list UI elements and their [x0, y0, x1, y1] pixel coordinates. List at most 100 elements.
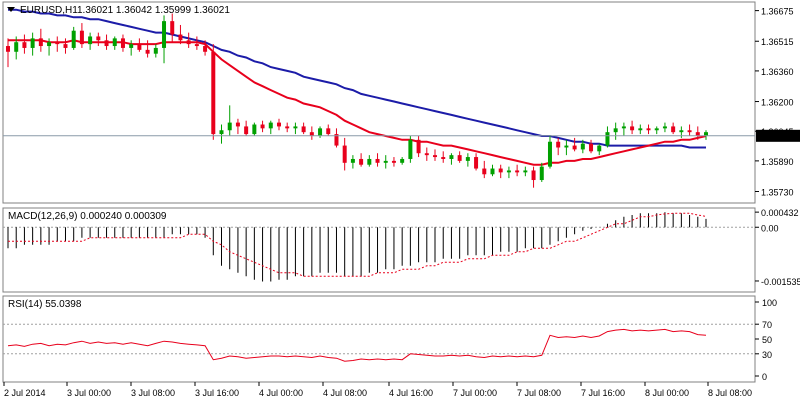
candle-body [687, 130, 692, 133]
macd-axis: 0.000432 0.00 -0.001535 [755, 208, 800, 287]
candle-body [638, 128, 643, 131]
candle-body [564, 145, 569, 148]
candle-body [654, 128, 659, 131]
rsi-tick-label: 0 [762, 372, 767, 382]
time-tick-label: 7 Jul 16:00 [581, 388, 625, 398]
candle-body [268, 122, 273, 129]
rsi-levels [3, 323, 755, 355]
candle-body [293, 126, 298, 129]
candle-body [71, 30, 76, 48]
candle-body [391, 160, 396, 163]
candle-body [465, 157, 470, 161]
candle-body [14, 42, 19, 52]
candle-body [129, 44, 134, 48]
candle-body [474, 157, 479, 169]
candle-body [482, 168, 487, 175]
candle-body [679, 130, 684, 133]
rsi-panel: 100 70 50 30 0 RSI(14) 55.0398 [2, 295, 777, 383]
candle-body [490, 168, 495, 175]
candle-body [170, 21, 175, 35]
macd-panel: 0.000432 0.00 -0.001535 MACD(12,26,9) 0.00… [2, 207, 800, 293]
candle-body [383, 160, 388, 163]
rsi-line-group [7, 328, 707, 362]
macd-panel-frame [2, 207, 756, 293]
candle-body [523, 170, 528, 173]
rsi-tick-label: 30 [762, 350, 772, 360]
candle-body [235, 122, 240, 127]
candle-body [662, 126, 667, 129]
candle-body [219, 130, 224, 135]
candle-body [301, 126, 306, 133]
candle-body [695, 132, 700, 136]
candle-body [597, 145, 602, 152]
macd-tick-label: 0.00 [761, 223, 779, 233]
candle-body [646, 128, 651, 131]
candle-body [580, 143, 585, 150]
header-triangle-icon[interactable] [7, 7, 15, 12]
candle-body [515, 170, 520, 173]
macd-signal-line [8, 212, 707, 277]
candle-body [613, 128, 618, 133]
candle-body [47, 42, 52, 47]
candle-body [539, 166, 544, 181]
time-tick-label: 7 Jul 08:00 [517, 388, 561, 398]
candle-body [572, 145, 577, 150]
candle-body [203, 46, 208, 52]
candle-body [531, 170, 536, 181]
time-tick-label: 4 Jul 16:00 [389, 388, 433, 398]
rsi-label: RSI(14) 55.0398 [8, 299, 82, 310]
candle-body [104, 40, 109, 47]
candle-body [441, 157, 446, 159]
price-tick-label: 1.36045 [761, 127, 794, 137]
candle-body [227, 122, 232, 131]
candle-body [605, 132, 610, 146]
candle-body [96, 36, 101, 41]
candle-body [6, 46, 10, 52]
candle-body [252, 124, 257, 135]
candle-body [137, 44, 142, 50]
time-tick-label: 3 Jul 08:00 [131, 388, 175, 398]
candle-body [359, 158, 364, 165]
candle-body [367, 158, 372, 165]
candle-body [178, 34, 183, 41]
candle-body [194, 44, 199, 47]
macd-label: MACD(12,26,9) 0.000240 0.000309 [8, 211, 167, 222]
candle-body [506, 170, 511, 173]
time-axis: 2 Jul 2014 3 Jul 00:00 3 Jul 08:00 3 Jul 16… [3, 382, 752, 398]
rsi-tick-label: 50 [762, 335, 772, 345]
candle-body [621, 126, 626, 129]
price-axis: 1.36675 1.36515 1.36360 1.36200 1.36045 1.358… [755, 7, 794, 198]
current-price-label: 1.36021 [760, 132, 793, 142]
candle-body [260, 124, 265, 129]
time-tick-label: 8 Jul 00:00 [645, 388, 689, 398]
time-tick-label: 3 Jul 16:00 [195, 388, 239, 398]
time-tick-label: 8 Jul 08:00 [708, 388, 752, 398]
candle-body [424, 153, 429, 156]
macd-histogram [7, 212, 707, 282]
candle-body [334, 134, 339, 146]
time-tick-label: 3 Jul 00:00 [67, 388, 111, 398]
candle-body [63, 44, 68, 48]
candle-body [375, 158, 380, 163]
candle-body [671, 126, 676, 133]
price-panel: 1.36021 1.366751.365151.363601.362001.36… [2, 1, 800, 204]
price-tick-label: 1.36200 [761, 98, 794, 108]
candle-body [630, 126, 635, 131]
time-tick-label: 2 Jul 2014 [4, 388, 46, 398]
macd-tick-label: 0.000432 [761, 208, 799, 218]
candle-body [350, 158, 355, 163]
candle-body [408, 139, 413, 159]
candle-body [704, 132, 708, 136]
candle-body [38, 38, 43, 47]
candle-body [589, 143, 594, 152]
candle-body [162, 21, 167, 48]
candle-body [416, 139, 421, 154]
candle-body [276, 122, 281, 127]
rsi-tick-label: 70 [762, 320, 772, 330]
time-tick-label: 7 Jul 00:00 [453, 388, 497, 398]
candle-body [342, 145, 347, 163]
current-price-line-group: 1.36021 [3, 129, 800, 142]
candle-body [112, 38, 117, 47]
chart-header: EURUSD,H1 1.36021 1.36042 1.35999 1.3602… [7, 5, 230, 16]
